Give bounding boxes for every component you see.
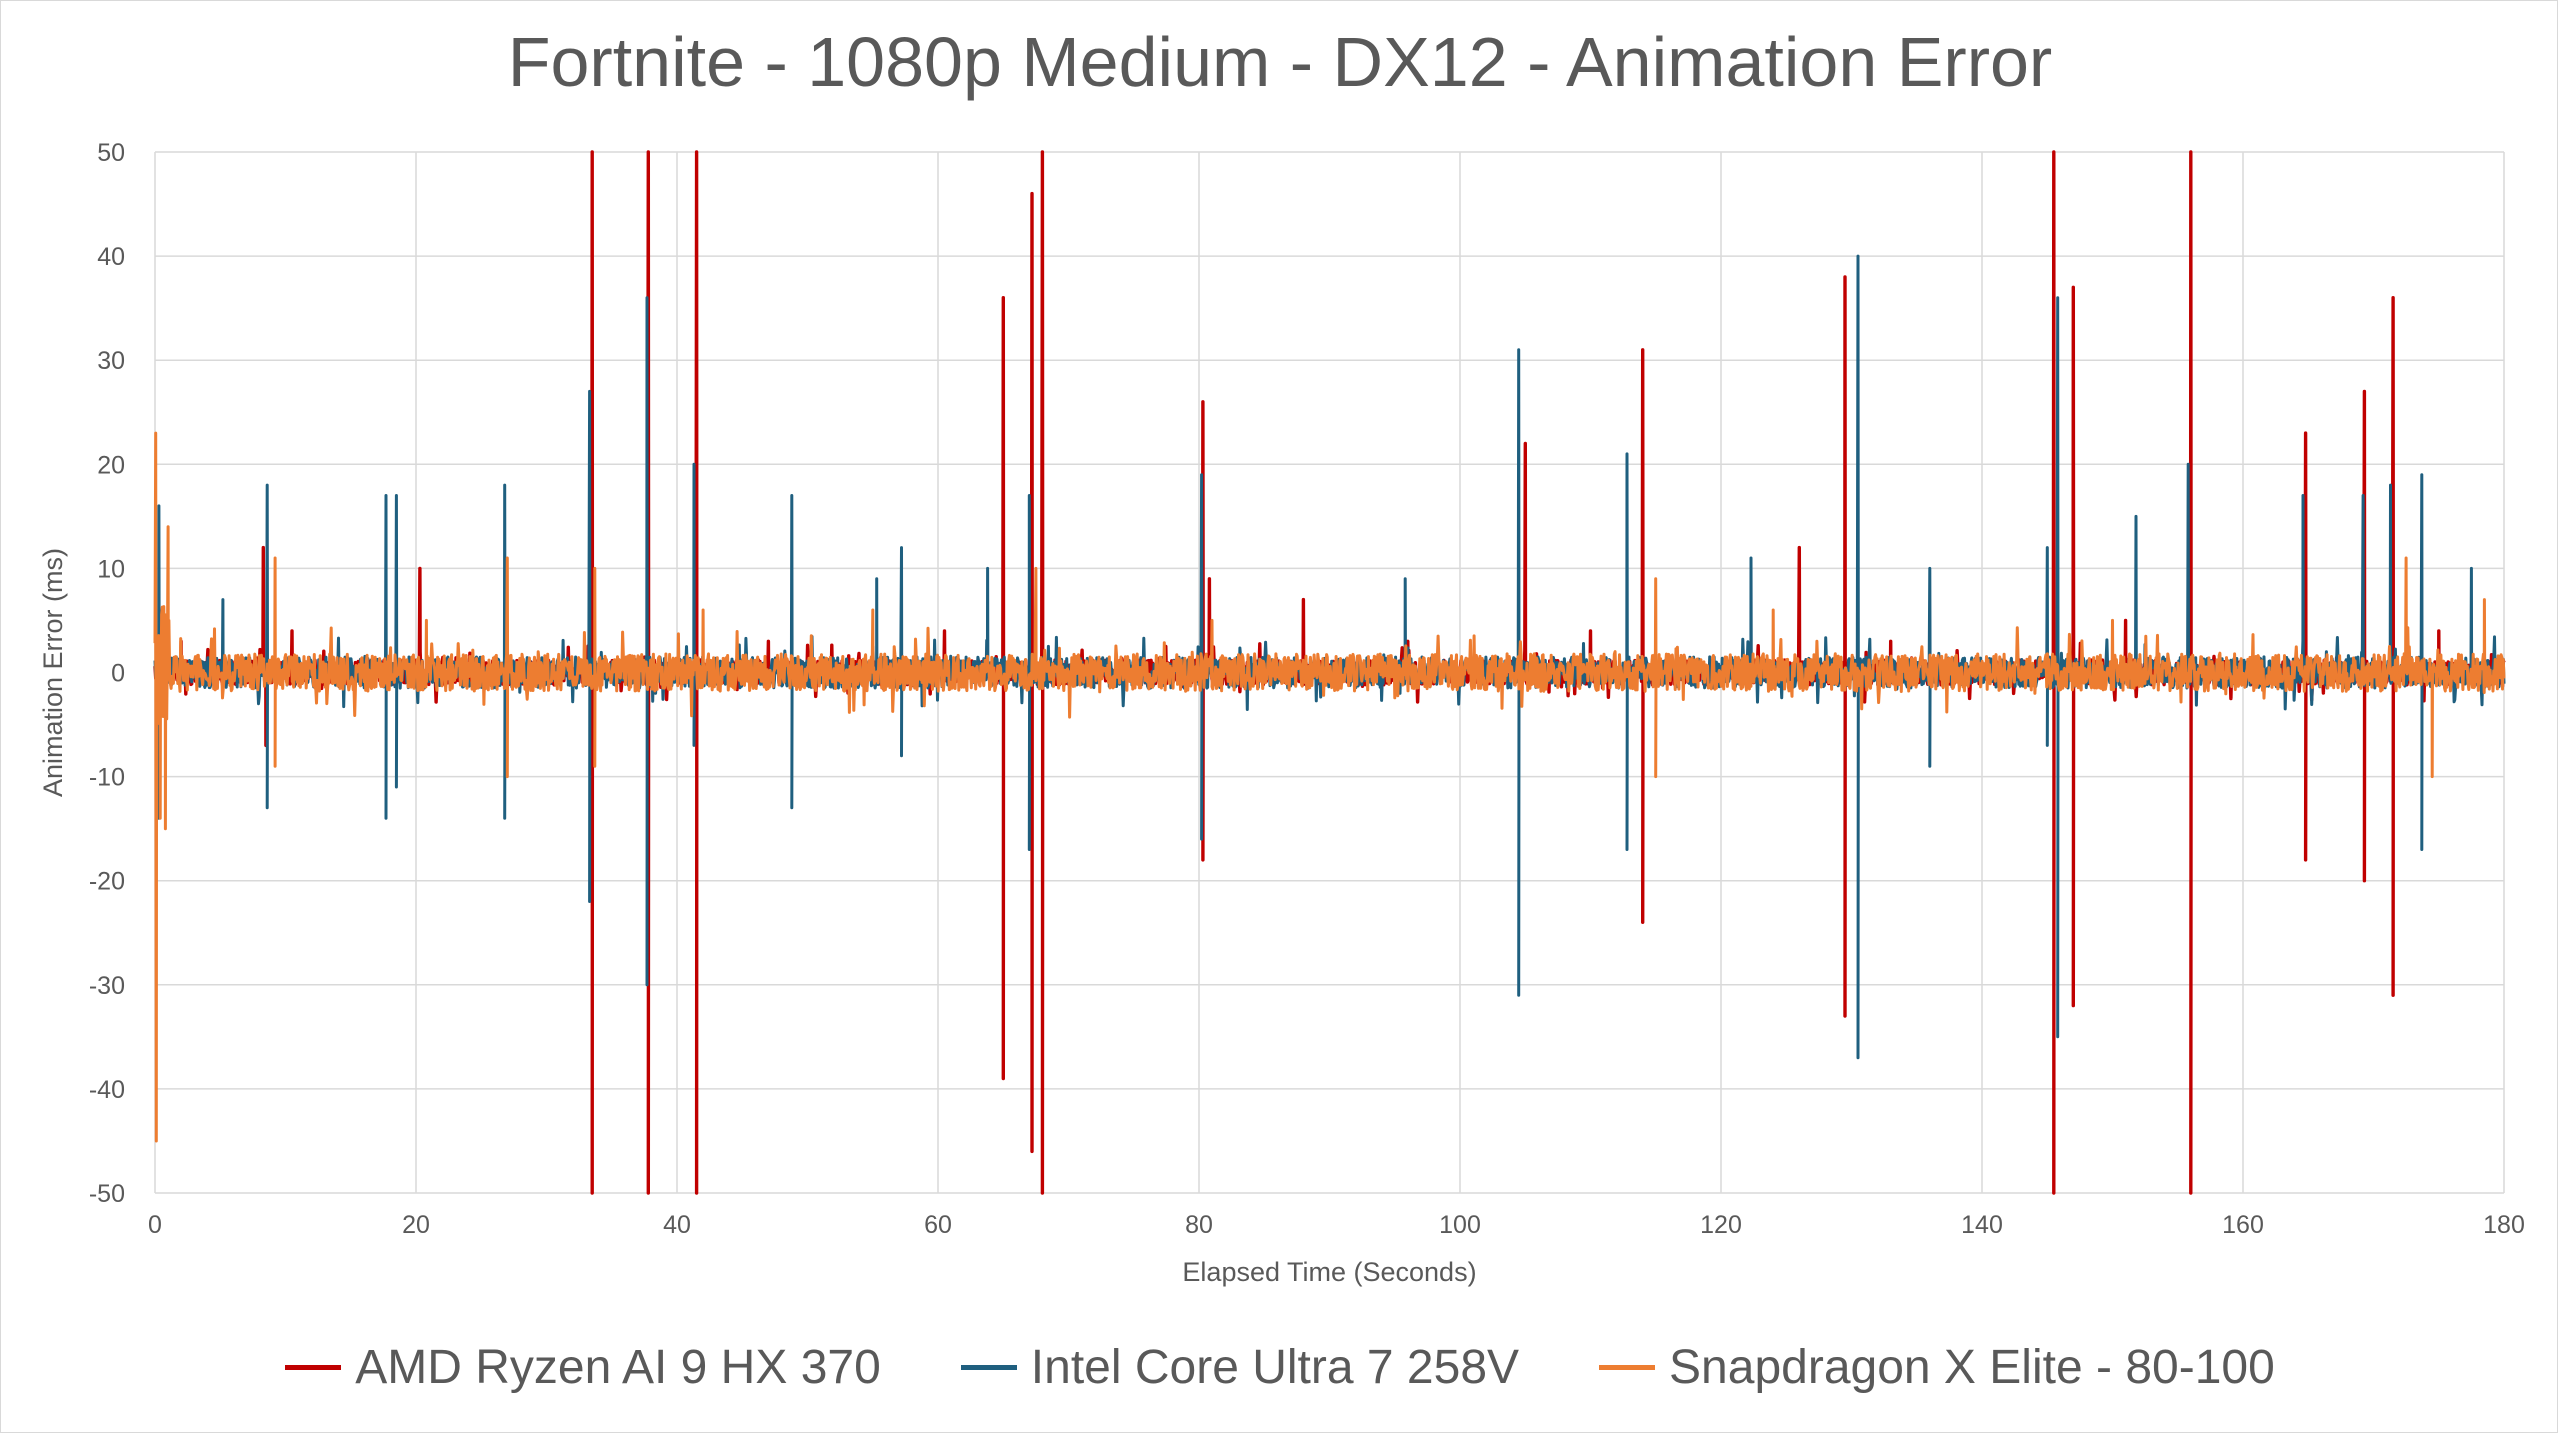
x-tick-label: 80: [1185, 1211, 1213, 1239]
x-tick-label: 40: [663, 1211, 691, 1239]
legend-item-intel: Intel Core Ultra 7 258V: [960, 1340, 1520, 1395]
legend-item-snapdragon: Snapdragon X Elite - 80-100: [1599, 1340, 2275, 1395]
y-tick-label: 50: [97, 139, 125, 167]
legend-label-snapdragon: Snapdragon X Elite - 80-100: [1669, 1341, 2275, 1394]
y-axis-title: Animation Error (ms): [38, 548, 68, 797]
x-tick-label: 60: [924, 1211, 952, 1239]
legend-swatch-amd: [285, 1365, 342, 1370]
legend-label-intel: Intel Core Ultra 7 258V: [1030, 1341, 1520, 1394]
y-tick-label: -40: [89, 1076, 125, 1104]
x-tick-label: 20: [402, 1211, 430, 1239]
y-tick-label: 20: [97, 451, 125, 479]
x-tick-label: 180: [2483, 1211, 2525, 1239]
y-tick-label: -30: [89, 972, 125, 1000]
legend-item-amd: AMD Ryzen AI 9 HX 370: [285, 1340, 881, 1395]
y-tick-label: -50: [89, 1180, 125, 1208]
legend-swatch-snapdragon: [1599, 1365, 1656, 1370]
y-tick-label: 30: [97, 347, 125, 375]
series-layer: [153, 150, 2506, 1195]
y-tick-label: 0: [111, 660, 125, 688]
x-tick-label: 0: [148, 1211, 162, 1239]
y-tick-label: -10: [89, 764, 125, 792]
y-tick-label: 10: [97, 555, 125, 583]
y-tick-label: 40: [97, 243, 125, 271]
x-tick-label: 140: [1961, 1211, 2003, 1239]
x-axis-title: Elapsed Time (Seconds): [1182, 1257, 1476, 1287]
x-tick-label: 120: [1700, 1211, 1742, 1239]
series-line-2: [153, 431, 2506, 1143]
x-tick-label: 160: [2222, 1211, 2264, 1239]
y-tick-label: -20: [89, 868, 125, 896]
legend: AMD Ryzen AI 9 HX 370 Intel Core Ultra 7…: [0, 1340, 2560, 1395]
x-tick-label: 100: [1439, 1211, 1481, 1239]
chart-title: Fortnite - 1080p Medium - DX12 - Animati…: [507, 23, 2053, 101]
legend-swatch-intel: [960, 1365, 1017, 1370]
legend-label-amd: AMD Ryzen AI 9 HX 370: [355, 1341, 881, 1394]
